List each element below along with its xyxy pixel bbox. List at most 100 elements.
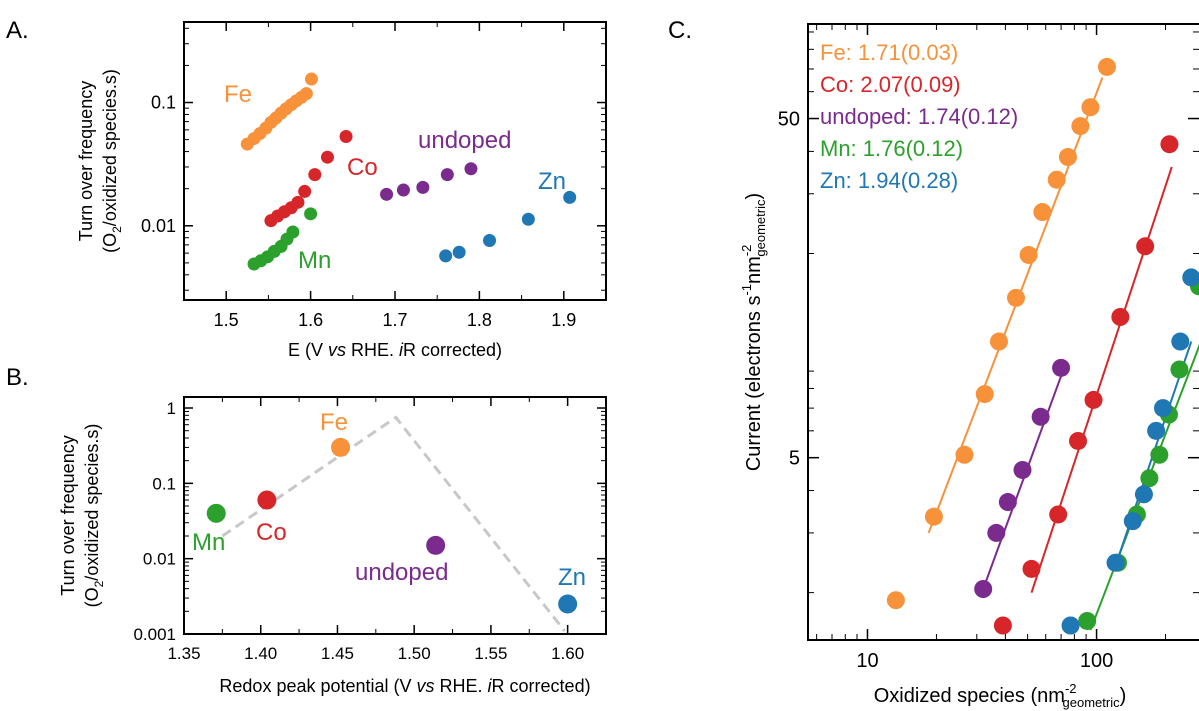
panel-c-point-zn bbox=[1147, 421, 1166, 440]
panel-c-marks bbox=[886, 57, 1199, 635]
panel-b-x-tick-label: 1.60 bbox=[551, 644, 584, 663]
panel-b-point-fe bbox=[331, 437, 351, 457]
panel-a-point-mn bbox=[304, 207, 318, 221]
panel-c-y-tick-label: 50 bbox=[778, 109, 800, 131]
panel-a-point-co bbox=[298, 184, 312, 198]
panel-a-point-mn bbox=[286, 225, 300, 239]
panel-c-point-mn bbox=[1150, 445, 1169, 464]
panel-b: 1.35 1.40 1.45 1.50 1.55 1.60 0.001 0.01 0.1 1 Mn… bbox=[58, 396, 607, 696]
panel-c-legend-entry-fe: Fe: 1.71(0.03) bbox=[820, 40, 958, 65]
panel-c-fit-line-co bbox=[1030, 166, 1173, 593]
panel-a-x-tick-label: 1.8 bbox=[467, 310, 492, 330]
panel-c-point-fe bbox=[1058, 148, 1077, 167]
panel-b-point-label-zn: Zn bbox=[558, 564, 586, 591]
panel-a-frame bbox=[183, 21, 607, 301]
panel-c-point-fe bbox=[955, 445, 974, 464]
panel-c-point-co bbox=[1084, 390, 1103, 409]
panel-c-axes: 10 100 5 50 bbox=[778, 24, 1199, 672]
panel-b-y-tick-label: 0.01 bbox=[143, 550, 176, 569]
panel-c-point-mn bbox=[1170, 360, 1189, 379]
panel-c-x-tick-label: 100 bbox=[1080, 650, 1113, 672]
panel-c-legend-entry-co: Co: 2.07(0.09) bbox=[820, 72, 961, 97]
panel-c-legend-entry-undoped: undoped: 1.74(0.12) bbox=[820, 104, 1018, 129]
panel-c-point-mn bbox=[1078, 611, 1097, 630]
panel-c-point-zn bbox=[1182, 268, 1199, 287]
panel-b-x-tick-label: 1.35 bbox=[167, 644, 200, 663]
panel-b-x-tick-label: 1.50 bbox=[398, 644, 431, 663]
panel-c-point-undoped bbox=[987, 523, 1006, 542]
panel-b-y-tick-label: 0.1 bbox=[152, 474, 176, 493]
panel-a-point-zn bbox=[521, 212, 535, 226]
panel-c-point-undoped bbox=[1031, 407, 1050, 426]
panel-c-legend-entry-mn: Mn: 1.76(0.12) bbox=[820, 136, 963, 161]
panel-c-point-fe bbox=[886, 591, 905, 610]
panel-a-y-tick-label: 0.01 bbox=[141, 216, 176, 236]
panel-a-point-undoped bbox=[464, 162, 478, 176]
panel-c-legend: Fe: 1.71(0.03) Co: 2.07(0.09) undoped: 1.7… bbox=[820, 40, 1018, 193]
panel-c-point-co bbox=[1160, 135, 1179, 154]
panel-c-y-axis-label: Current (electrons s-1nm-2geometric) bbox=[739, 193, 768, 471]
panel-c-x-axis-label: Oxidized species (nm-2 geometric) bbox=[874, 681, 1127, 710]
panel-label-c: C. bbox=[668, 17, 692, 44]
panel-c-point-undoped bbox=[998, 493, 1017, 512]
panel-a-point-zn bbox=[452, 245, 466, 259]
panel-a-y-tick-label: 0.1 bbox=[151, 93, 176, 113]
panel-b-point-mn bbox=[206, 503, 226, 523]
panel-b-point-undoped bbox=[426, 535, 446, 555]
panel-a: 1.5 1.6 1.7 1.8 1.9 0.01 0.1 Fe Co undoped Mn Zn E… bbox=[76, 21, 607, 360]
panel-c-point-zn bbox=[1123, 512, 1142, 531]
panel-c-point-fe bbox=[1071, 117, 1090, 136]
panel-b-point-label-undoped: undoped bbox=[355, 559, 448, 586]
panel-c-point-undoped bbox=[1052, 358, 1071, 377]
panel-c-point-fe bbox=[1047, 170, 1066, 189]
panel-a-point-zn bbox=[439, 249, 453, 263]
panel-b-y-axis-label-line2: (O2/oxidized species.s) bbox=[82, 424, 106, 608]
panel-c-point-co bbox=[1049, 505, 1068, 524]
panel-c-point-zn bbox=[1106, 553, 1125, 572]
panel-a-y-axis-label-line2: (O2/oxidized species.s) bbox=[100, 69, 124, 253]
panel-a-x-tick-label: 1.9 bbox=[551, 310, 576, 330]
panel-c-point-fe bbox=[1033, 203, 1052, 222]
panel-a-x-tick-label: 1.6 bbox=[298, 310, 323, 330]
panel-c-point-fe bbox=[1097, 57, 1116, 76]
panel-c-point-co bbox=[1136, 237, 1155, 256]
panel-c: 10 100 5 50 Fe: 1.71(0.03) Co: 2.07(0.09) und… bbox=[739, 23, 1199, 710]
panel-b-y-tick-label: 0.001 bbox=[133, 625, 176, 644]
panel-c-point-zn bbox=[1171, 332, 1190, 351]
panel-c-point-fe bbox=[1019, 245, 1038, 264]
panel-b-point-zn bbox=[558, 594, 578, 614]
panel-b-point-label-mn: Mn bbox=[192, 529, 225, 556]
panel-b-point-label-co: Co bbox=[256, 519, 287, 546]
panel-c-point-co bbox=[1111, 307, 1130, 326]
panel-b-x-tick-label: 1.40 bbox=[244, 644, 277, 663]
panel-c-point-undoped bbox=[974, 579, 993, 598]
panel-c-point-zn bbox=[1134, 485, 1153, 504]
panel-c-fit-line-undoped bbox=[982, 375, 1063, 590]
panel-c-point-zn bbox=[1154, 399, 1173, 418]
panel-c-point-fe bbox=[924, 507, 943, 526]
panel-a-point-co bbox=[308, 168, 322, 182]
panel-c-point-fe bbox=[1007, 288, 1026, 307]
panel-a-point-undoped bbox=[440, 168, 454, 182]
panel-a-marks: Fe Co undoped Mn Zn bbox=[224, 72, 577, 274]
panel-b-point-co bbox=[257, 490, 277, 510]
panel-c-point-zn bbox=[1061, 616, 1080, 635]
panel-a-series-label-zn: Zn bbox=[538, 168, 566, 195]
panel-b-point-label-fe: Fe bbox=[320, 409, 348, 436]
panel-c-point-co bbox=[993, 616, 1012, 635]
panel-a-point-undoped bbox=[396, 183, 410, 197]
panel-c-point-co bbox=[1069, 431, 1088, 450]
panel-c-y-tick-label: 5 bbox=[789, 448, 800, 470]
panel-a-point-undoped bbox=[416, 180, 430, 194]
panel-b-frame bbox=[183, 396, 607, 635]
panel-a-x-tick-label: 1.5 bbox=[214, 310, 239, 330]
panel-b-x-tick-label: 1.45 bbox=[321, 644, 354, 663]
panel-a-point-zn bbox=[483, 233, 497, 247]
panel-c-legend-entry-zn: Zn: 1.94(0.28) bbox=[820, 168, 958, 193]
panel-b-y-axis-label-line1: Turn over frequency bbox=[58, 435, 78, 595]
panel-a-point-fe bbox=[304, 72, 318, 86]
panel-label-a: A. bbox=[6, 17, 29, 44]
panel-b-x-axis-label: Redox peak potential (V vs RHE. iR corre… bbox=[219, 676, 590, 696]
panel-c-point-fe bbox=[975, 385, 994, 404]
